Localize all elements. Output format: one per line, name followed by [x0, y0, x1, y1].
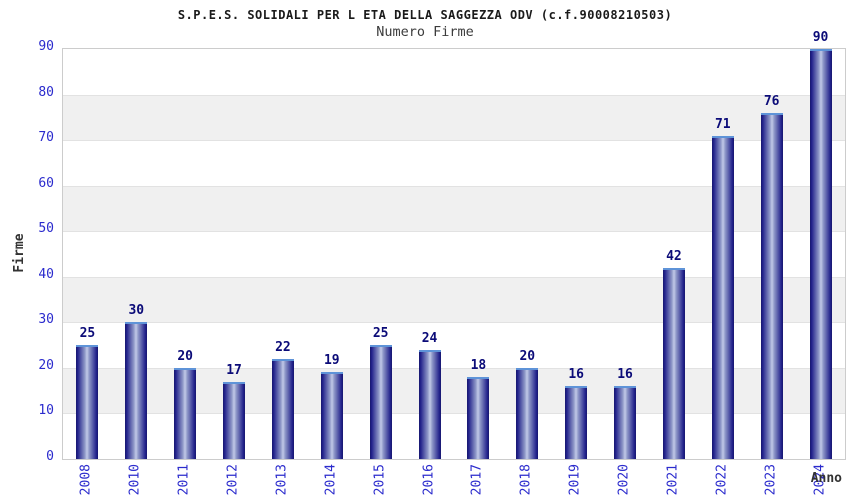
x-tick-label-2023: 2023 — [763, 464, 779, 496]
bar-value-label-2023: 76 — [763, 93, 780, 109]
bar-value-label-2020: 16 — [617, 367, 633, 383]
y-tick-label-60: 60 — [38, 175, 54, 191]
x-tick-label-2013: 2013 — [274, 464, 290, 496]
plot-band — [63, 49, 845, 95]
x-tick-label-2014: 2014 — [323, 464, 339, 496]
bar-2016 — [418, 349, 441, 459]
x-tick-label-2018: 2018 — [518, 464, 534, 496]
x-tick-label-2021: 2021 — [665, 464, 681, 496]
gridline — [63, 276, 845, 278]
bar-value-label-2008: 25 — [79, 326, 96, 342]
bar-value-label-2010: 30 — [128, 303, 145, 319]
bar-2015 — [369, 345, 392, 459]
gridline — [63, 140, 845, 142]
bar-value-label-2022: 71 — [714, 116, 731, 132]
bar-value-label-2011: 20 — [177, 348, 194, 364]
x-tick-label-2011: 2011 — [176, 464, 192, 496]
bar-value-label-2024: 90 — [812, 30, 829, 45]
gridline — [63, 94, 845, 96]
y-tick-label-10: 10 — [38, 403, 54, 419]
bar-value-label-2019: 16 — [568, 367, 585, 383]
y-tick-label-20: 20 — [38, 357, 54, 373]
y-tick-label-30: 30 — [38, 312, 54, 328]
x-tick-label-2015: 2015 — [372, 464, 388, 496]
gridline — [63, 367, 845, 369]
bar-2010 — [125, 322, 148, 459]
gridline — [63, 231, 845, 233]
bar-2011 — [174, 367, 197, 459]
bar-2023 — [760, 112, 783, 459]
y-tick-label-70: 70 — [38, 130, 54, 146]
y-tick-label-0: 0 — [46, 449, 54, 464]
plot-band — [63, 94, 845, 141]
x-tick-label-2017: 2017 — [469, 464, 485, 496]
x-axis-title: Anno — [810, 471, 842, 486]
x-tick-label-2008: 2008 — [78, 464, 94, 496]
bar-2012 — [223, 381, 246, 459]
bar-value-label-2018: 20 — [519, 348, 536, 364]
x-tick-label-2022: 2022 — [714, 464, 730, 496]
bar-2018 — [516, 367, 539, 459]
gridline — [63, 185, 845, 187]
y-tick-label-80: 80 — [38, 84, 54, 100]
bar-value-label-2017: 18 — [470, 358, 487, 373]
bar-2014 — [320, 372, 343, 459]
x-tick-label-2012: 2012 — [225, 464, 241, 496]
bar-2020 — [614, 386, 637, 459]
gridline — [63, 322, 845, 324]
chart-title: S.P.E.S. SOLIDALI PER L ETA DELLA SAGGEZ… — [177, 8, 673, 22]
bar-value-label-2013: 22 — [275, 339, 291, 355]
bar-2019 — [565, 386, 588, 459]
chart-subtitle: Numero Firme — [376, 24, 474, 40]
y-tick-label-50: 50 — [38, 221, 54, 237]
gridline — [63, 413, 845, 415]
x-tick-label-2019: 2019 — [567, 464, 583, 496]
bar-2024 — [809, 49, 832, 459]
y-tick-label-90: 90 — [38, 39, 54, 54]
bar-value-label-2016: 24 — [421, 330, 438, 346]
x-tick-label-2020: 2020 — [616, 464, 632, 496]
bar-2008 — [76, 345, 99, 459]
x-tick-label-2010: 2010 — [127, 464, 143, 496]
bar-value-label-2014: 19 — [323, 353, 340, 369]
bar-2021 — [662, 267, 685, 459]
bar-value-label-2015: 25 — [372, 326, 389, 342]
y-tick-label-40: 40 — [38, 266, 54, 282]
bar-value-label-2021: 42 — [666, 248, 682, 264]
bar-2017 — [467, 377, 490, 459]
bar-value-label-2012: 17 — [226, 362, 242, 378]
bar-2022 — [711, 135, 734, 459]
plot-area: 25 30 20 17 22 19 25 24 18 20 16 16 42 71 76 90 — [62, 30, 846, 460]
x-tick-label-2016: 2016 — [421, 464, 437, 496]
bar-2013 — [271, 358, 294, 459]
